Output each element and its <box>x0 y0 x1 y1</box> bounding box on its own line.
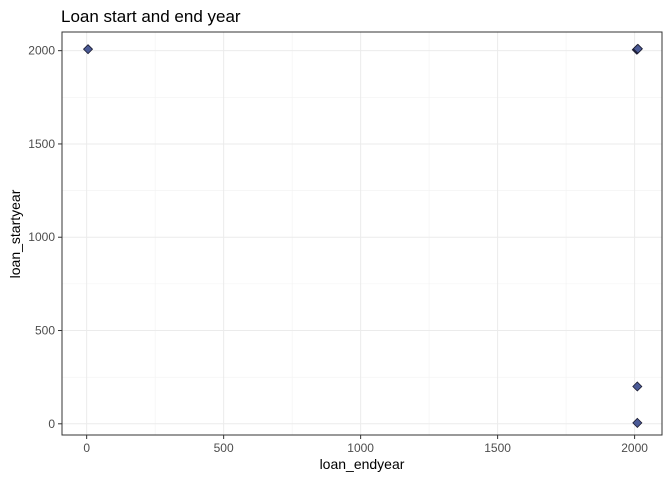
data-point <box>632 43 643 54</box>
x-tick-label: 500 <box>214 441 234 455</box>
y-tick-label: 1000 <box>28 230 55 244</box>
chart-title: Loan start and end year <box>61 7 241 26</box>
x-tick-label: 1000 <box>347 441 374 455</box>
y-tick-label: 2000 <box>28 44 55 58</box>
y-tick-label: 1500 <box>28 137 55 151</box>
y-axis-label: loan_startyear <box>7 189 23 278</box>
x-tick-label: 1500 <box>484 441 511 455</box>
x-axis-label: loan_endyear <box>320 456 405 472</box>
panel-border <box>61 31 663 436</box>
data-point <box>632 417 643 428</box>
x-tick-label: 2000 <box>621 441 648 455</box>
data-point <box>632 381 643 392</box>
x-tick-label: 0 <box>83 441 90 455</box>
y-tick-label: 0 <box>48 417 55 431</box>
y-tick-label: 500 <box>35 324 55 338</box>
data-point <box>82 44 94 55</box>
